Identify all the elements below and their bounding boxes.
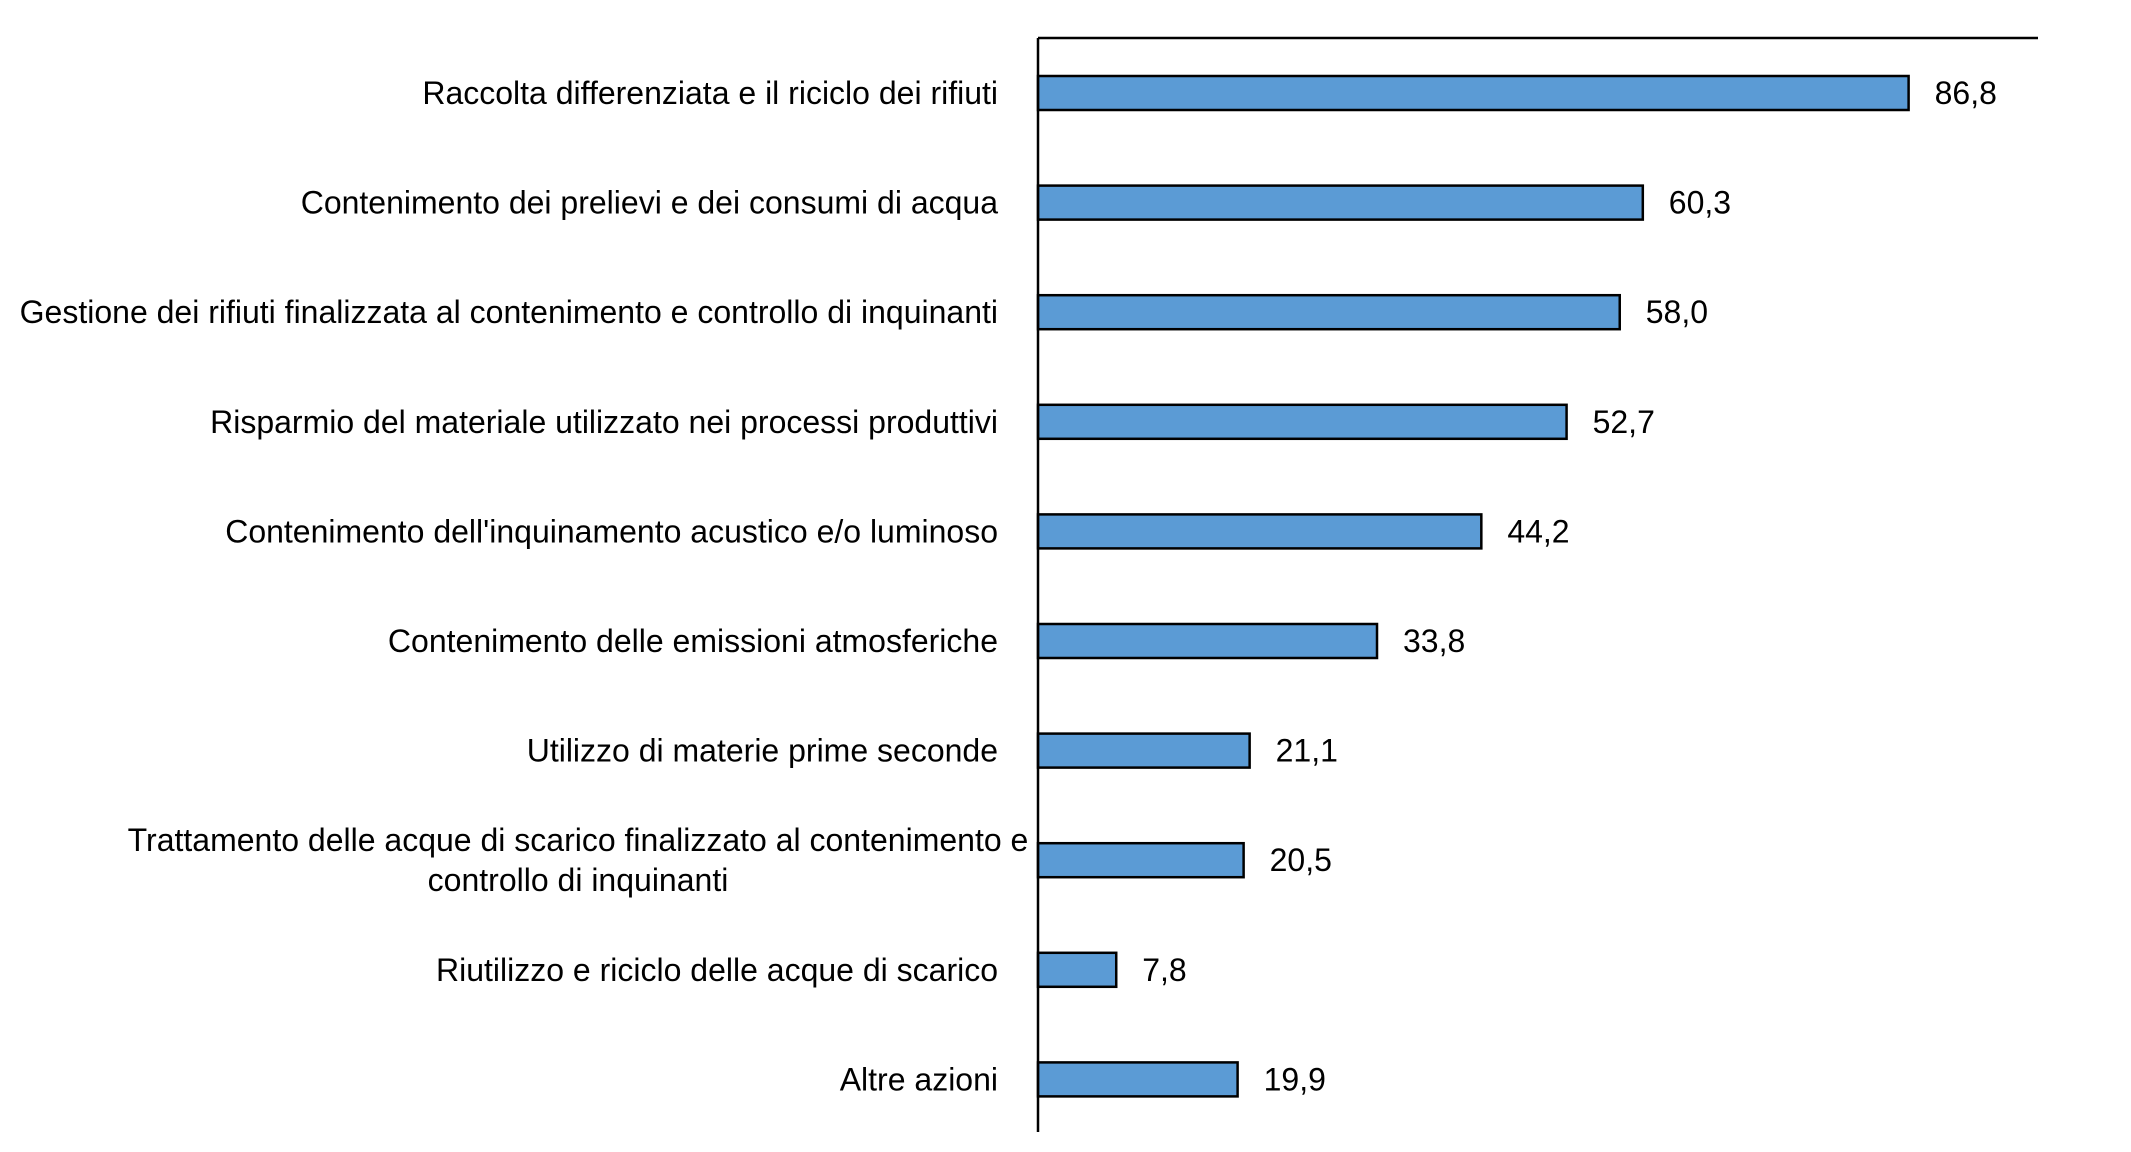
data-labels: 86,8 60,3 58,0 52,7 44,2 33,8 21,1 20,5 7,8 19,9 <box>1142 75 1997 1097</box>
category-label: Contenimento dei prelievi e dei consumi … <box>301 185 999 221</box>
bar <box>1036 841 1245 879</box>
category-label: Utilizzo di materie prime seconde <box>527 733 998 769</box>
category-label: Raccolta differenziata e il riciclo dei … <box>422 75 998 111</box>
data-label: 60,3 <box>1669 185 1731 221</box>
bar <box>1036 293 1621 331</box>
data-label: 86,8 <box>1935 75 1997 111</box>
bar <box>1036 732 1251 769</box>
data-label: 44,2 <box>1507 513 1569 549</box>
category-label: Contenimento delle emissioni atmosferich… <box>388 623 998 659</box>
data-label: 33,8 <box>1403 623 1465 659</box>
data-label: 58,0 <box>1646 294 1708 330</box>
category-label: Contenimento dell'inquinamento acustico … <box>225 513 998 549</box>
category-labels: Raccolta differenziata e il riciclo dei … <box>20 75 1029 1097</box>
data-label: 52,7 <box>1593 404 1655 440</box>
bar <box>1036 1061 1239 1098</box>
category-label: Trattamento delle acque di scarico final… <box>128 822 1029 898</box>
data-label: 20,5 <box>1270 842 1332 878</box>
category-label: Riutilizzo e riciclo delle acque di scar… <box>436 952 998 988</box>
bar <box>1036 622 1379 660</box>
bars-layer <box>1036 74 1910 1098</box>
bar <box>1036 184 1645 221</box>
bar <box>1036 74 1910 112</box>
bar <box>1036 403 1568 441</box>
category-label: Altre azioni <box>840 1061 998 1097</box>
data-label: 19,9 <box>1264 1061 1326 1097</box>
data-label: 7,8 <box>1142 952 1186 988</box>
bar <box>1036 951 1118 989</box>
data-label: 21,1 <box>1276 733 1338 769</box>
bar <box>1036 513 1483 550</box>
category-label: Gestione dei rifiuti finalizzata al cont… <box>20 294 998 330</box>
category-label: Risparmio del materiale utilizzato nei p… <box>210 404 998 440</box>
